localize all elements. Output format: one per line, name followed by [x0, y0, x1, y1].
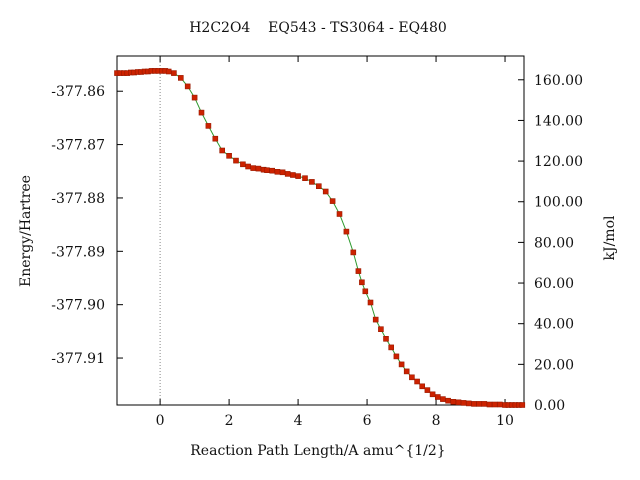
data-point	[414, 378, 420, 385]
y-tick-label: -377.88	[51, 191, 105, 207]
y2-tick-label: 160.00	[534, 73, 583, 89]
data-point	[290, 172, 296, 178]
data-point	[198, 109, 205, 116]
data-point	[350, 249, 357, 256]
data-point	[486, 401, 493, 408]
data-point	[476, 401, 483, 407]
data-point	[393, 353, 400, 360]
series-line	[117, 70, 523, 406]
data-point	[383, 335, 389, 342]
data-point	[302, 175, 308, 181]
data-point	[343, 228, 350, 235]
data-point	[424, 387, 431, 393]
y-tick-label: -377.89	[51, 244, 105, 260]
y-tick-label: -377.90	[51, 298, 105, 314]
y-tick-label: -377.91	[51, 351, 105, 367]
data-point	[403, 368, 410, 375]
y2-tick-label: 120.00	[534, 154, 583, 170]
data-point	[465, 400, 472, 407]
data-point	[165, 68, 172, 75]
data-point	[450, 398, 457, 405]
data-point	[359, 279, 365, 286]
y2-tick-label: 140.00	[534, 113, 583, 129]
data-point	[226, 153, 232, 159]
data-point	[378, 326, 384, 333]
data-point	[355, 268, 362, 274]
y-axis-title: Energy/Hartree	[18, 175, 34, 287]
data-point	[440, 396, 446, 402]
data-point	[178, 75, 184, 81]
data-point	[329, 198, 336, 204]
data-point	[491, 401, 498, 408]
plot-frame	[116, 55, 525, 406]
data-point	[455, 399, 462, 406]
data-point	[471, 401, 477, 407]
y2-tick-label: 80.00	[534, 235, 574, 251]
data-point	[279, 169, 286, 176]
data-point	[409, 374, 415, 381]
data-point	[481, 401, 488, 407]
data-point	[240, 161, 246, 168]
data-point	[445, 397, 451, 404]
data-point	[362, 288, 369, 295]
data-point	[309, 179, 315, 185]
data-point	[460, 400, 467, 406]
data-point	[219, 147, 225, 154]
y-tick-label: -377.87	[51, 138, 105, 154]
data-point	[184, 83, 191, 90]
data-point	[264, 167, 270, 173]
y2-tick-label: 60.00	[534, 276, 574, 292]
x-tick-label: 6	[363, 413, 372, 429]
data-point	[245, 163, 251, 170]
y2-tick-label: 20.00	[534, 357, 574, 373]
data-point	[315, 183, 322, 189]
x-tick-label: 8	[432, 413, 441, 429]
x-tick-label: 10	[496, 413, 514, 429]
data-point	[295, 173, 301, 179]
data-point	[336, 211, 343, 217]
data-point	[322, 188, 329, 195]
data-point	[388, 344, 395, 351]
data-point	[274, 169, 281, 175]
chart-title: H2C2O4 EQ543 - TS3064 - EQ480	[189, 20, 447, 36]
data-point	[205, 123, 212, 129]
data-point	[372, 316, 379, 323]
data-point	[519, 402, 526, 408]
y2-tick-label: 40.00	[534, 317, 574, 333]
data-point	[497, 401, 503, 408]
data-point	[429, 391, 436, 398]
data-point	[269, 167, 276, 174]
x-tick-label: 0	[156, 413, 165, 429]
data-point	[419, 383, 426, 390]
y2-tick-label: 0.00	[534, 398, 565, 414]
x-axis-title: Reaction Path Length/A amu^{1/2}	[190, 443, 445, 459]
data-point	[398, 361, 405, 368]
y2-axis-title: kJ/mol	[602, 215, 618, 261]
plot-area: 0 2 4 6 8 10 -377.86 -377.87 -377.88 -377.89 -377.…	[51, 55, 583, 429]
data-point	[233, 157, 239, 164]
data-point	[191, 94, 198, 101]
data-point	[212, 135, 219, 142]
x-tick-label: 4	[294, 413, 303, 429]
data-point	[367, 299, 374, 306]
y2-tick-label: 100.00	[534, 195, 583, 211]
data-point	[255, 165, 262, 172]
x-tick-label: 2	[225, 413, 234, 429]
data-point	[434, 394, 441, 400]
data-point	[250, 165, 256, 171]
data-point	[284, 171, 291, 177]
data-point	[171, 70, 177, 76]
y-tick-label: -377.86	[51, 84, 105, 100]
